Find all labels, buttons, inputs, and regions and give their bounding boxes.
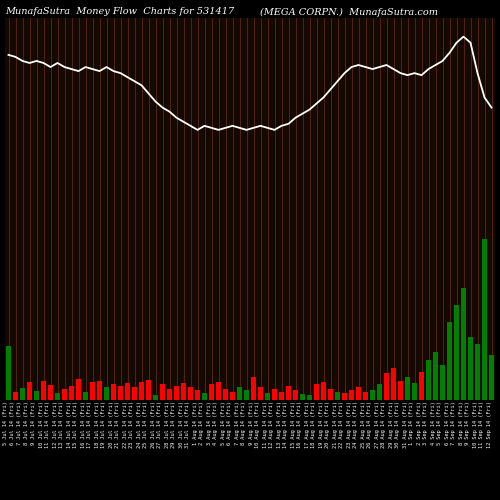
Bar [13, 392, 18, 400]
Bar [230, 392, 235, 400]
Bar [272, 390, 277, 400]
Bar [468, 336, 473, 400]
Bar [41, 380, 46, 400]
Bar [216, 382, 221, 400]
Bar [300, 394, 305, 400]
Bar [48, 386, 53, 400]
Bar [209, 384, 214, 400]
Bar [237, 388, 242, 400]
Bar [6, 346, 11, 400]
Bar [328, 390, 333, 400]
Bar [419, 372, 424, 400]
Bar [440, 365, 445, 400]
Bar [293, 390, 298, 400]
Bar [251, 376, 256, 400]
Bar [384, 372, 389, 400]
Bar [132, 388, 137, 400]
Bar [5, 18, 495, 400]
Bar [377, 384, 382, 400]
Bar [195, 390, 200, 400]
Bar [62, 390, 67, 400]
Text: MunafaSutra  Money Flow  Charts for 531417: MunafaSutra Money Flow Charts for 531417 [5, 8, 234, 16]
Bar [83, 392, 88, 400]
Bar [398, 380, 403, 400]
Bar [27, 382, 32, 400]
Bar [489, 355, 494, 400]
Bar [335, 392, 340, 400]
Bar [188, 388, 193, 400]
Bar [174, 386, 179, 400]
Bar [167, 390, 172, 400]
Bar [55, 393, 60, 400]
Bar [391, 368, 396, 400]
Bar [111, 384, 116, 400]
Bar [20, 388, 25, 400]
Bar [482, 240, 487, 400]
Bar [244, 390, 249, 400]
Bar [279, 392, 284, 400]
Bar [321, 382, 326, 400]
Bar [265, 393, 270, 400]
Bar [118, 386, 123, 400]
Bar [426, 360, 431, 400]
Bar [153, 395, 158, 400]
Bar [405, 376, 410, 400]
Bar [307, 395, 312, 400]
Bar [223, 390, 228, 400]
Bar [69, 386, 74, 400]
Bar [76, 378, 81, 400]
Bar [475, 344, 480, 400]
Bar [286, 386, 291, 400]
Bar [447, 322, 452, 400]
Bar [139, 382, 144, 400]
Bar [97, 380, 102, 400]
Bar [342, 393, 347, 400]
Bar [104, 388, 109, 400]
Bar [125, 384, 130, 400]
Bar [433, 352, 438, 400]
Bar [181, 384, 186, 400]
Bar [349, 390, 354, 400]
Bar [258, 388, 263, 400]
Bar [90, 382, 95, 400]
Bar [356, 388, 361, 400]
Bar [412, 384, 417, 400]
Text: (MEGA CORPN.)  MunafaSutra.com: (MEGA CORPN.) MunafaSutra.com [260, 8, 438, 16]
Bar [314, 384, 319, 400]
Bar [363, 392, 368, 400]
Bar [454, 304, 459, 400]
Bar [160, 384, 165, 400]
Bar [202, 393, 207, 400]
Bar [34, 391, 39, 400]
Bar [461, 288, 466, 400]
Bar [370, 390, 375, 400]
Bar [146, 380, 151, 400]
